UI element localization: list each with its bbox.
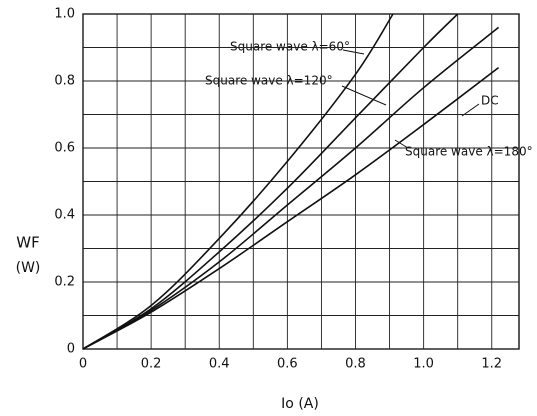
curve	[82, 26, 500, 350]
y-tick-label: 1.0	[54, 7, 75, 22]
curve-label: Square wave λ=180°	[405, 145, 533, 159]
x-tick-label: 0.2	[141, 357, 162, 372]
x-tick-label: 1.0	[413, 357, 434, 372]
leader-line	[341, 85, 387, 106]
y-tick-label: 0	[67, 342, 75, 357]
leader-line	[394, 139, 409, 149]
y-tick-label: 0.2	[54, 275, 75, 290]
x-tick-label: 0.4	[209, 357, 230, 372]
curve	[82, 13, 459, 350]
y-axis-label: WF	[16, 234, 39, 252]
curve	[82, 13, 394, 350]
x-tick-label: 0.8	[345, 357, 366, 372]
x-tick-label: 0.6	[277, 357, 298, 372]
y-axis-unit: (W)	[16, 260, 41, 276]
y-tick-label: 0.6	[54, 141, 75, 156]
curve-label: DC	[481, 94, 499, 108]
x-tick-label: 0	[79, 357, 87, 372]
y-tick-label: 0.8	[54, 74, 75, 89]
curve-label: Square wave λ=60°	[230, 40, 350, 54]
y-tick-label: 0.4	[54, 208, 75, 223]
x-tick-label: 1.2	[481, 357, 502, 372]
curve-label: Square wave λ=120°	[205, 74, 333, 88]
x-axis-label: Io (A)	[281, 396, 319, 412]
leader-line	[461, 103, 480, 117]
curve	[82, 66, 500, 350]
leader-line	[342, 49, 365, 55]
